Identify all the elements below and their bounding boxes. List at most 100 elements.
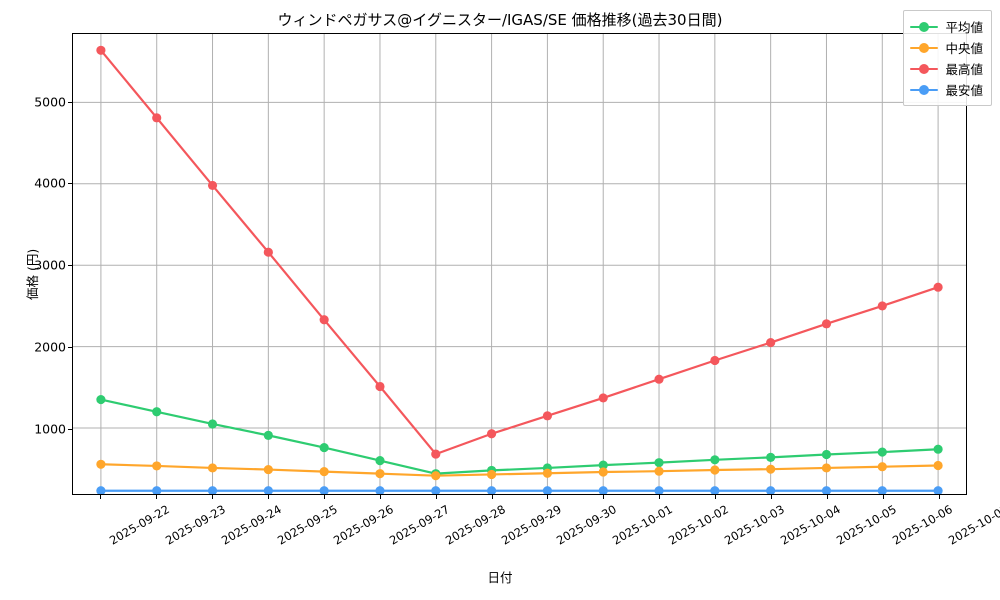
data-point-marker	[598, 460, 608, 470]
data-point-marker	[598, 393, 608, 403]
legend-label: 最安値	[945, 83, 983, 98]
data-point-marker	[96, 459, 106, 469]
data-point-marker	[375, 381, 385, 392]
plot-area	[72, 33, 967, 495]
data-point-marker	[654, 466, 664, 476]
y-tick-mark	[68, 346, 72, 348]
data-point-marker	[542, 486, 552, 494]
y-tick-mark	[68, 265, 72, 267]
data-point-marker	[821, 463, 832, 473]
data-point-marker	[207, 180, 218, 191]
data-point-marker	[710, 455, 720, 465]
data-point-marker	[96, 394, 106, 405]
data-point-marker	[263, 247, 273, 257]
x-tick-label: 2025-09-27	[386, 502, 452, 548]
y-tick-label: 2000	[34, 339, 66, 355]
x-tick-mark	[323, 495, 325, 499]
x-tick-label: 2025-09-28	[442, 502, 508, 548]
data-point-marker	[654, 374, 664, 384]
x-tick-mark	[659, 495, 661, 499]
legend-item[interactable]: 最安値	[910, 79, 983, 100]
y-tick-label: 1000	[34, 421, 66, 437]
x-tick-mark	[491, 495, 493, 499]
y-tick-mark	[68, 428, 72, 430]
x-tick-label: 2025-10-01	[610, 502, 676, 548]
x-tick-mark	[267, 495, 269, 499]
chart-title: ウィンドペガサス@イグニスター/IGAS/SE 価格推移(過去30日間)	[277, 11, 723, 29]
y-tick-mark	[68, 183, 72, 185]
legend-item[interactable]: 中央値	[910, 37, 983, 58]
series-line	[99, 463, 940, 477]
data-point-marker	[654, 458, 664, 468]
legend-item[interactable]: 平均値	[910, 16, 983, 37]
legend-swatch-icon	[910, 84, 939, 96]
x-tick-mark	[547, 495, 549, 499]
legend-swatch-icon	[910, 21, 939, 33]
y-tick-label: 3000	[34, 257, 66, 273]
data-point-marker	[431, 486, 441, 494]
data-point-marker	[263, 464, 273, 475]
x-tick-label: 2025-10-06	[890, 502, 955, 548]
data-point-marker	[152, 461, 162, 471]
data-point-marker	[877, 486, 887, 494]
data-point-marker	[877, 447, 887, 457]
data-point-marker	[821, 449, 832, 460]
legend-dot-icon	[919, 21, 930, 32]
data-point-marker	[542, 411, 552, 421]
data-point-marker	[598, 467, 608, 477]
x-tick-mark	[211, 495, 213, 499]
y-tick-label: 4000	[34, 175, 66, 191]
data-point-marker	[152, 113, 162, 123]
series-layer	[96, 45, 943, 494]
data-point-marker	[598, 486, 608, 494]
data-point-marker	[319, 486, 329, 494]
data-point-marker	[933, 460, 943, 471]
x-tick-label: 2025-10-02	[666, 502, 732, 548]
x-tick-label: 2025-10-04	[778, 502, 844, 548]
data-point-marker	[207, 463, 218, 473]
x-tick-label: 2025-09-24	[218, 502, 284, 548]
x-tick-label: 2025-09-22	[106, 502, 172, 548]
chart-legend: 平均値中央値最高値最安値	[903, 10, 992, 106]
legend-swatch-icon	[910, 42, 939, 54]
x-tick-mark	[827, 495, 829, 499]
data-point-marker	[933, 282, 943, 292]
x-tick-mark	[435, 495, 437, 499]
y-tick-mark	[68, 101, 72, 103]
y-axis-tick-labels: 1000 2000 3000 4000 5000	[0, 0, 66, 600]
data-point-marker	[152, 486, 162, 494]
data-point-marker	[431, 449, 441, 459]
data-point-marker	[821, 319, 832, 329]
x-tick-label: 2025-10-03	[722, 502, 788, 548]
data-point-marker	[821, 486, 832, 494]
data-point-marker	[877, 301, 887, 311]
data-point-marker	[766, 464, 776, 474]
x-tick-mark	[155, 495, 157, 499]
data-point-marker	[487, 469, 497, 480]
data-point-marker	[766, 452, 776, 462]
data-point-marker	[96, 486, 106, 494]
x-tick-mark	[939, 495, 941, 499]
grid-layer	[73, 34, 966, 494]
x-tick-label: 2025-10-07	[945, 502, 1000, 548]
data-point-marker	[319, 315, 329, 325]
x-tick-mark	[883, 495, 885, 499]
data-point-marker	[319, 443, 329, 453]
data-point-marker	[542, 468, 552, 478]
x-axis-title: 日付	[487, 570, 513, 585]
data-point-marker	[375, 486, 385, 494]
data-point-marker	[487, 429, 497, 439]
x-tick-mark	[603, 495, 605, 499]
legend-label: 最高値	[945, 62, 983, 77]
legend-item[interactable]: 最高値	[910, 58, 983, 79]
legend-label: 中央値	[945, 41, 983, 56]
data-point-marker	[710, 355, 720, 366]
data-point-marker	[152, 407, 162, 417]
legend-dot-icon	[919, 63, 930, 74]
legend-label: 平均値	[945, 20, 983, 35]
data-point-marker	[710, 465, 720, 475]
legend-dot-icon	[919, 42, 930, 53]
data-point-marker	[766, 486, 776, 494]
